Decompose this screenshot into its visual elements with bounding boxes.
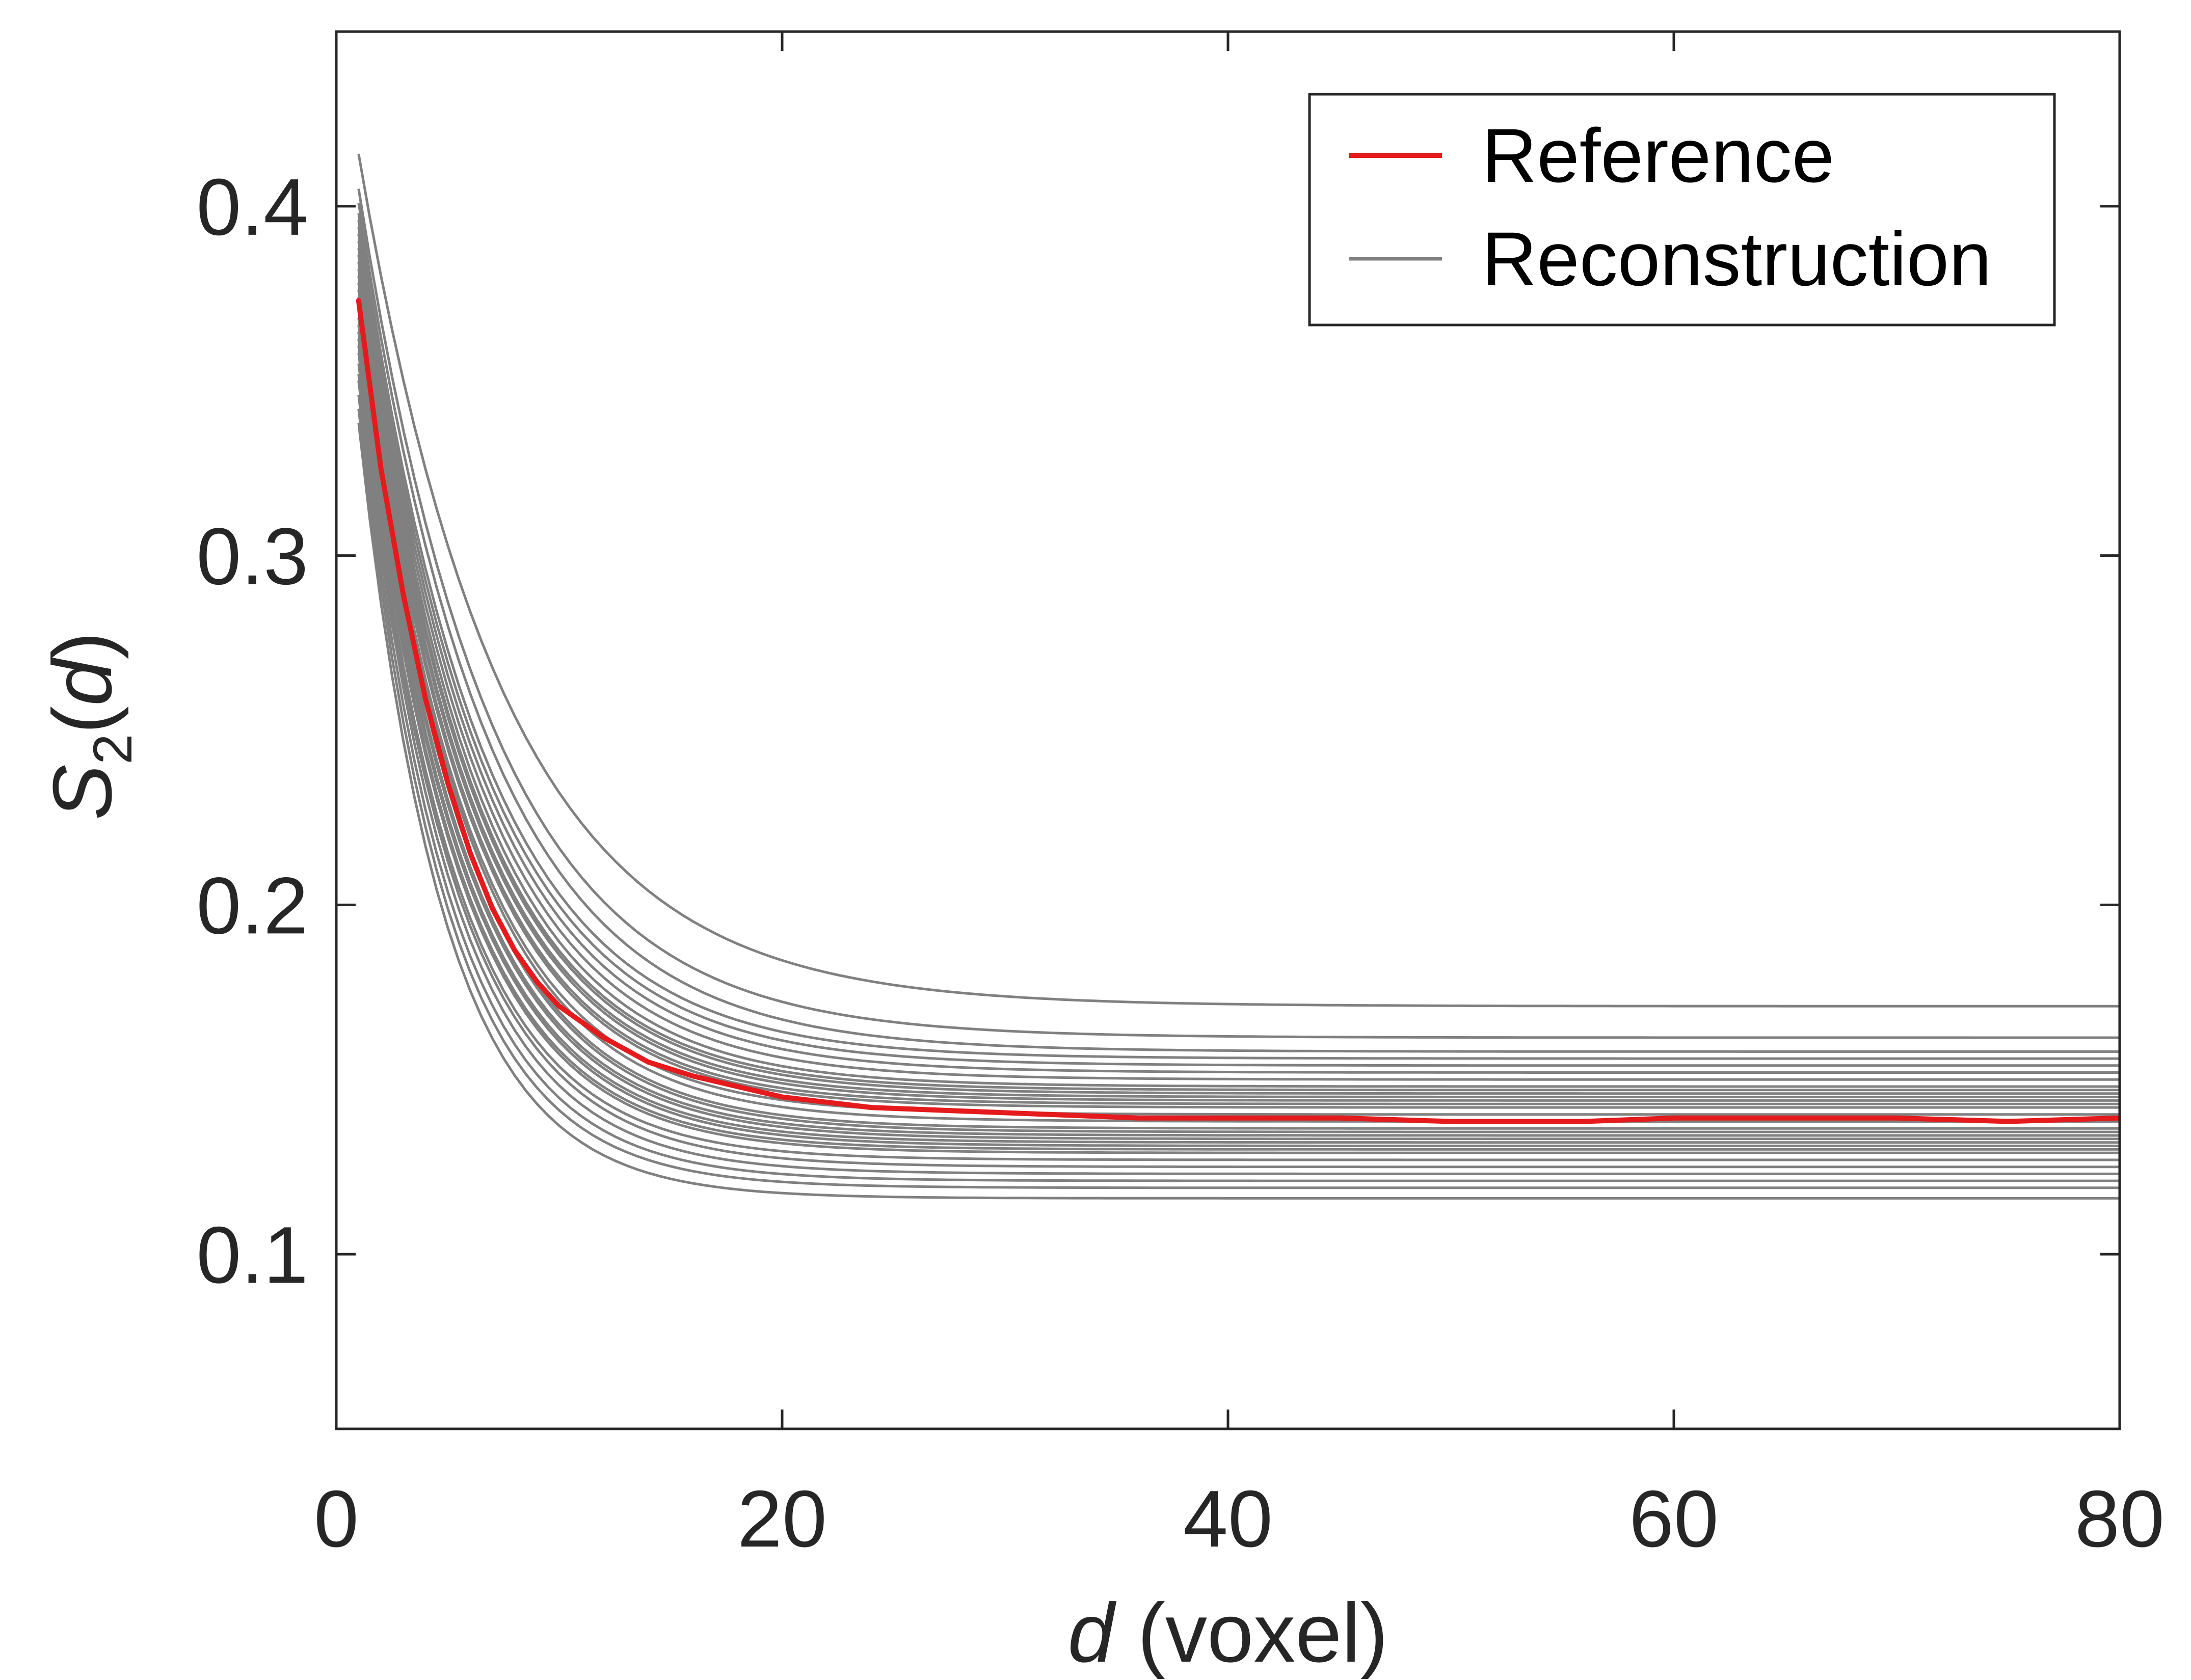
x-tick-label-0: 0 bbox=[314, 1474, 359, 1564]
series-layer bbox=[356, 153, 2120, 1200]
reconstruction-line-22 bbox=[357, 339, 2120, 1147]
reconstruction-line-25 bbox=[357, 363, 2120, 1161]
reconstruction-line-26 bbox=[357, 373, 2120, 1169]
reconstruction-line-18 bbox=[357, 311, 2120, 1133]
reconstruction-line-1 bbox=[357, 153, 2120, 1008]
reconstruction-line-9 bbox=[357, 248, 2120, 1092]
reconstruction-line-6 bbox=[357, 227, 2120, 1074]
x-tick-label-40: 40 bbox=[1183, 1474, 1273, 1564]
reconstruction-line-7 bbox=[357, 234, 2120, 1081]
reconstruction-line-4 bbox=[357, 213, 2120, 1060]
reconstruction-line-12 bbox=[357, 268, 2120, 1102]
reconstruction-line-21 bbox=[357, 332, 2120, 1144]
x-tick-label-20: 20 bbox=[737, 1474, 827, 1564]
reconstruction-line-11 bbox=[357, 262, 2120, 1098]
legend: Reference Reconstruction bbox=[1308, 93, 2056, 327]
reference-line bbox=[356, 298, 2120, 1124]
reconstruction-line-13 bbox=[357, 276, 2120, 1105]
x-axis-title: d (voxel) bbox=[1068, 1586, 1388, 1679]
reconstruction-line-23 bbox=[357, 345, 2120, 1151]
y-tick-label-0.4: 0.4 bbox=[196, 162, 308, 252]
reconstruction-line-27 bbox=[357, 381, 2120, 1175]
y-tick-label-0.2: 0.2 bbox=[196, 861, 308, 951]
ticks-layer: 0 20 40 60 80 0.1 0.2 0.3 0.4 bbox=[196, 32, 2165, 1564]
reconstruction-line-19 bbox=[357, 317, 2120, 1137]
x-tick-label-80: 80 bbox=[2075, 1474, 2165, 1564]
reconstruction-line-16 bbox=[357, 296, 2120, 1123]
reconstruction-line-30 bbox=[357, 422, 2120, 1200]
reconstruction-line-24 bbox=[357, 353, 2120, 1154]
x-tick-label-60: 60 bbox=[1629, 1474, 1719, 1564]
legend-box bbox=[1308, 93, 2056, 327]
y-tick-label-0.1: 0.1 bbox=[196, 1210, 308, 1300]
y-axis-title: S2(d) bbox=[36, 632, 143, 820]
reconstruction-line-28 bbox=[357, 394, 2120, 1182]
reconstruction-line-10 bbox=[357, 255, 2120, 1095]
reconstruction-line-3 bbox=[357, 202, 2120, 1053]
legend-label-reference: Reference bbox=[1482, 113, 1834, 198]
reconstruction-line-2 bbox=[357, 188, 2120, 1039]
reconstruction-line-14 bbox=[357, 283, 2120, 1109]
y-tick-label-0.3: 0.3 bbox=[196, 512, 308, 602]
reconstruction-line-29 bbox=[357, 409, 2120, 1189]
reconstruction-line-17 bbox=[357, 304, 2120, 1130]
legend-label-reconstruction: Reconstruction bbox=[1482, 216, 1992, 302]
reconstruction-line-8 bbox=[357, 241, 2120, 1088]
reconstruction-line-5 bbox=[357, 220, 2120, 1067]
reconstruction-line-20 bbox=[357, 324, 2120, 1141]
